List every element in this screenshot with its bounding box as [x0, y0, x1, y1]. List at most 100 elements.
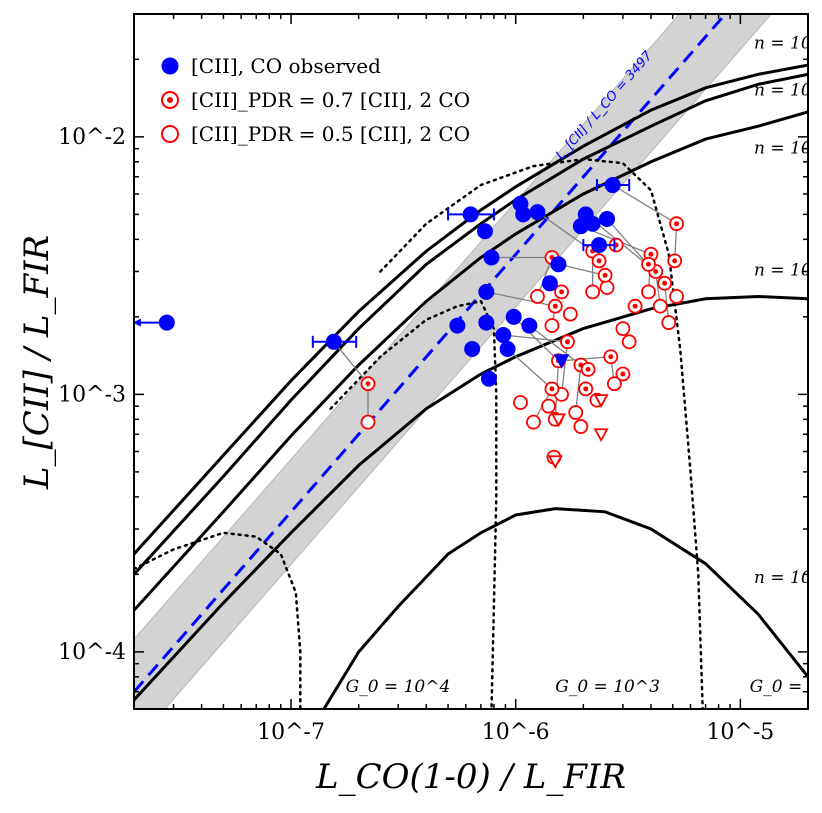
x-tick-label: 10^-6: [482, 720, 550, 745]
pdr-07-point-dot: [552, 303, 558, 309]
observed-point: [158, 314, 175, 331]
pdr-05-point: [530, 289, 545, 304]
observed-point: [604, 177, 621, 194]
ratio-line: [134, 14, 728, 693]
pdr-07-point-dot: [365, 381, 371, 387]
y-tick-label: 10^-2: [58, 125, 126, 150]
observed-point: [462, 206, 479, 223]
upper-limit-point: [593, 394, 609, 408]
y-tick-label: 10^-4: [58, 640, 126, 665]
pdr-05-point: [526, 414, 541, 430]
observed-points: [134, 177, 631, 387]
observed-point: [529, 204, 546, 221]
upper-limit-points: [547, 394, 609, 470]
g0-curve-2: [379, 157, 704, 709]
pdr-05-point: [607, 376, 622, 392]
curve-annotation: G_0 = 10^2: [750, 677, 822, 697]
legend-label-pdr-05: [CII]_PDR = 0.5 [CII], 2 CO: [191, 122, 470, 146]
legend-marker-observed: [161, 57, 179, 75]
density-curve-2: [134, 110, 808, 612]
observed-point: [521, 317, 538, 334]
curve-annotation: n = 10^6: [754, 568, 822, 588]
pdr-07-point-dot: [662, 280, 668, 286]
pdr-05-point: [360, 414, 376, 430]
legend: [CII], CO observed [CII]_PDR = 0.7 [CII]…: [161, 54, 470, 146]
pdr-05-point: [621, 334, 637, 350]
pdr-07-point-dot: [585, 366, 591, 372]
pdr-07-point-dot: [608, 354, 614, 360]
pdr-05-point: [541, 398, 556, 414]
observed-point: [325, 333, 342, 350]
x-axis-title: L_CO(1-0) / L_FIR: [315, 757, 626, 797]
observed-point: [476, 223, 493, 240]
pdr-07-point-dot: [645, 261, 651, 267]
pdr-05-point: [585, 284, 601, 300]
observed-point: [550, 256, 567, 273]
upper-limit-point: [593, 428, 609, 443]
pdr-05-point: [652, 298, 668, 314]
pdr-07-point-dot: [559, 289, 565, 295]
legend-marker-pdr-07-dot: [167, 97, 173, 103]
upper-limit-point: [550, 413, 566, 428]
observed-point: [480, 370, 497, 387]
pdr-07-point-dot: [674, 221, 680, 227]
observed-point: [599, 210, 616, 227]
pdr-07-point-dot: [583, 386, 589, 392]
curve-annotations: n = 10^3 n = 10^2 n = 10^4 n = 10^5 n = 10^6…: [346, 34, 822, 697]
density-curve-0: [134, 63, 808, 556]
observed-point: [591, 237, 608, 254]
legend-marker-pdr-05: [161, 125, 179, 143]
pdr-05-point: [544, 318, 560, 333]
legend-label-observed: [CII], CO observed: [191, 54, 381, 78]
pdr-07-points: [360, 216, 684, 397]
observed-point: [499, 341, 516, 358]
pdr-05-point: [641, 284, 656, 300]
observed-point-triangle: [553, 354, 570, 369]
pdr-05-point: [562, 306, 578, 322]
plot-area: n = 10^3 n = 10^2 n = 10^4 n = 10^5 n = 10^6…: [134, 14, 822, 709]
curve-annotation: G_0 = 10^4: [346, 677, 451, 697]
observed-point: [515, 206, 532, 223]
curve-annotation: n = 10^5: [754, 260, 822, 280]
density-curve-4: [322, 507, 808, 709]
pdr-07-point-dot: [549, 386, 555, 392]
pdr-05-point: [568, 405, 584, 420]
upper-limit-point: [547, 455, 563, 470]
y-tick-label: 10^-3: [58, 382, 126, 407]
pdr-05-point: [599, 280, 615, 295]
observed-point: [541, 275, 558, 292]
pdr-07-point-dot: [653, 269, 659, 275]
pdr-05-point: [513, 395, 528, 410]
curve-annotation: G_0 = 10^3: [555, 677, 660, 697]
observed-limit-arrowhead: [134, 318, 141, 327]
observed-point: [478, 314, 495, 331]
pdr-07-point-dot: [632, 303, 638, 309]
x-tick-label: 10^-7: [257, 720, 325, 745]
curve-annotation: n = 10^4: [754, 139, 822, 159]
density-curve-3: [134, 294, 808, 702]
pdr-07-point-dot: [620, 371, 626, 377]
observed-point: [478, 283, 495, 300]
density-curves: [134, 63, 808, 709]
observed-point: [495, 327, 512, 344]
curve-annotation: n = 10^2: [754, 80, 822, 100]
plot-frame: [133, 13, 809, 710]
density-curve-1: [134, 72, 808, 576]
pdr-05-point: [615, 321, 631, 337]
pdr-05-point: [661, 315, 677, 330]
pdr-07-point-dot: [564, 339, 570, 345]
observed-point: [464, 341, 481, 358]
x-tick-label: 10^-5: [706, 720, 774, 745]
axis-ticks: 10^-7 10^-6 10^-5 10^-4 10^-3 10^-2: [58, 13, 809, 745]
pdr-05-point: [573, 419, 589, 434]
observed-point: [449, 317, 466, 334]
observed-point: [584, 215, 601, 232]
pdr-07-point-dot: [648, 251, 654, 257]
y-axis-title: L_[CII] / L_FIR: [17, 235, 57, 490]
pdr-05-point: [669, 289, 684, 304]
legend-label-pdr-07: [CII]_PDR = 0.7 [CII], 2 CO: [191, 88, 470, 112]
pdr-07-point-dot: [602, 272, 608, 278]
pdr-07-point-dot: [672, 258, 678, 264]
pdr-07-point-dot: [596, 258, 602, 264]
